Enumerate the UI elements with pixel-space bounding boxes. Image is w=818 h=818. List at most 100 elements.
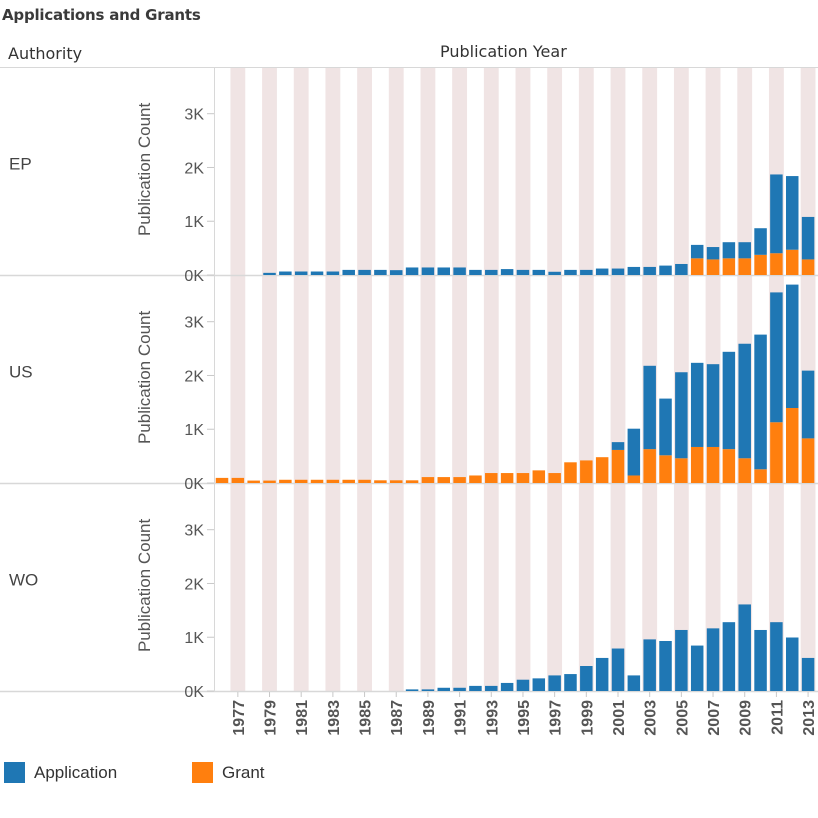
bar-grant-ep-2007: [706, 259, 720, 275]
bar-application-wo-2007: [706, 628, 720, 691]
band-1977: [230, 484, 246, 691]
x-tick-label-1987: 1987: [389, 700, 406, 736]
band-1999: [578, 484, 594, 691]
bar-application-ep-2007: [706, 247, 720, 260]
bar-grant-us-1988: [405, 480, 419, 483]
band-2003: [642, 68, 658, 275]
band-2003: [642, 484, 658, 691]
x-tick-label-1983: 1983: [326, 700, 343, 736]
bar-application-ep-1992: [469, 269, 482, 275]
legend-item-grant[interactable]: Grant: [192, 762, 265, 783]
bar-grant-us-1976: [215, 477, 229, 483]
x-tick-label-2001: 2001: [611, 700, 628, 736]
y-tick-label: 2K: [184, 160, 204, 177]
x-tick-label-1979: 1979: [263, 700, 280, 736]
bar-application-wo-2008: [722, 622, 736, 691]
bar-grant-us-1977: [231, 477, 245, 483]
x-tick-label-2005: 2005: [674, 700, 691, 736]
band-1979: [262, 68, 277, 275]
band-1995: [515, 68, 531, 275]
x-tick-label-1989: 1989: [421, 700, 438, 736]
legend-item-application[interactable]: Application: [4, 762, 117, 783]
band-1991: [452, 68, 468, 275]
band-1977: [230, 276, 246, 483]
band-1989: [420, 484, 436, 691]
bar-application-wo-1989: [421, 689, 435, 691]
bar-application-ep-2012: [785, 176, 799, 250]
band-1985: [357, 68, 372, 275]
legend-swatch-grant: [192, 762, 213, 783]
bar-application-ep-1990: [437, 267, 451, 275]
row-label-wo: WO: [9, 571, 38, 590]
band-1993: [483, 276, 499, 483]
bar-grant-ep-2011: [770, 253, 783, 275]
band-1985: [357, 484, 372, 691]
bar-application-wo-2001: [611, 648, 625, 691]
bar-grant-ep-2010: [754, 254, 767, 275]
bar-application-us-2001: [611, 442, 625, 450]
band-1991: [452, 276, 468, 483]
bar-grant-us-2003: [643, 449, 656, 483]
bar-application-us-2003: [643, 365, 656, 450]
bar-application-wo-1996: [532, 678, 546, 691]
bar-application-ep-2004: [659, 265, 672, 275]
bar-grant-us-1982: [310, 479, 324, 483]
bar-application-ep-2011: [770, 174, 783, 254]
y-axis-title: Publication Count: [135, 311, 154, 445]
y-tick-label: 1K: [184, 630, 204, 647]
bar-application-us-2009: [738, 343, 751, 459]
bar-grant-us-2009: [738, 458, 751, 483]
bar-grant-us-1990: [437, 477, 451, 483]
bar-grant-us-1995: [516, 473, 530, 483]
band-2001: [610, 276, 626, 483]
band-1981: [293, 68, 309, 275]
bar-application-ep-2010: [754, 228, 767, 255]
band-1977: [230, 68, 246, 275]
bar-grant-us-2011: [770, 422, 783, 483]
bar-grant-us-1978: [247, 480, 260, 483]
y-tick-label: 1K: [184, 214, 204, 231]
bar-grant-us-1989: [421, 477, 435, 483]
bar-application-wo-2009: [738, 604, 751, 691]
bar-grant-us-2004: [659, 455, 672, 483]
bar-application-ep-1991: [453, 267, 466, 275]
bar-application-ep-1987: [389, 270, 403, 275]
x-tick-label-2011: 2011: [769, 700, 786, 735]
bar-application-us-2002: [627, 428, 641, 476]
band-1991: [452, 484, 468, 691]
bar-grant-ep-2012: [785, 249, 799, 275]
bar-grant-us-2002: [627, 475, 641, 483]
bar-grant-us-2010: [754, 469, 767, 483]
y-tick-label: 1K: [184, 422, 204, 439]
legend-swatch-application: [4, 762, 25, 783]
x-tick-label-1993: 1993: [484, 700, 501, 736]
bar-application-ep-2001: [611, 268, 625, 275]
bar-application-ep-1998: [564, 269, 577, 275]
bar-application-ep-2013: [801, 216, 815, 260]
band-1981: [293, 276, 309, 483]
y-tick-label: 0K: [184, 476, 204, 493]
x-tick-label-1999: 1999: [579, 700, 596, 736]
x-tick-label-2007: 2007: [706, 700, 723, 736]
bar-application-wo-1994: [500, 682, 514, 691]
bar-application-ep-1985: [358, 269, 371, 275]
band-1983: [325, 276, 341, 483]
bar-grant-us-1998: [564, 462, 577, 483]
y-tick-label: 0K: [184, 684, 204, 701]
chart-title: Applications and Grants: [2, 6, 201, 24]
bar-application-wo-1992: [469, 685, 482, 691]
bar-application-wo-2013: [801, 657, 815, 691]
bar-application-ep-1999: [580, 269, 593, 275]
bar-grant-us-2013: [801, 438, 815, 483]
band-1999: [578, 276, 594, 483]
y-tick-label: 3K: [184, 523, 204, 540]
bar-grant-ep-2009: [738, 258, 751, 275]
bar-application-ep-1981: [294, 271, 308, 275]
bar-application-ep-2009: [738, 242, 751, 259]
band-2007: [705, 68, 721, 275]
band-1987: [388, 276, 404, 483]
bar-application-ep-1982: [310, 271, 324, 275]
bar-application-wo-2003: [643, 639, 656, 691]
bar-grant-ep-2006: [690, 258, 704, 275]
bar-application-ep-1983: [326, 271, 340, 275]
